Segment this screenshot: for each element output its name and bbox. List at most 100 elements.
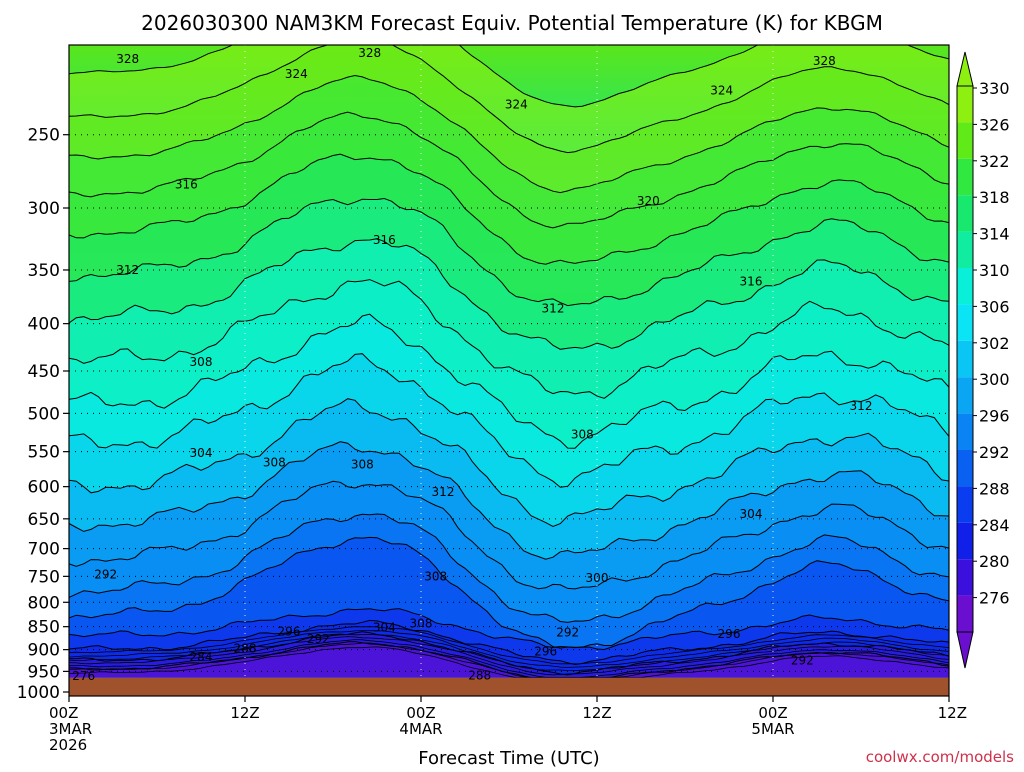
contour-line: [69, 626, 949, 665]
contour-lines: [69, 45, 949, 679]
contour-label: 316: [740, 274, 763, 288]
contour-label: 292: [94, 568, 117, 582]
y-tick-label: 800: [28, 593, 60, 613]
y-tick-label: 300: [28, 199, 60, 219]
colorbar-segment: [957, 86, 973, 123]
contour-label: 324: [505, 98, 528, 112]
contour-labels: 328 328 328 324 324 324 320 316 316 316 312 312 312 3…: [72, 46, 872, 683]
contour-label: 308: [263, 455, 286, 469]
colorbar-label: 280: [979, 552, 1010, 571]
colorbar-label: 292: [979, 443, 1010, 462]
contour-line: [69, 238, 949, 350]
contour-label: 304: [373, 621, 396, 635]
y-tick-label: 350: [28, 261, 60, 281]
colorbar-label: 284: [979, 516, 1010, 535]
ground-terrain: [69, 677, 949, 696]
contour-line: [69, 279, 949, 399]
contour-line: [69, 619, 949, 666]
contour-line: [69, 398, 949, 528]
contour-label: 324: [285, 67, 308, 81]
contour-label: 316: [175, 178, 198, 192]
colorbar-segment: [957, 268, 973, 305]
contour-label: 312: [432, 485, 455, 499]
contour-label: 308: [351, 458, 374, 472]
colorbar-segment: [957, 304, 973, 341]
contour-label: 296: [278, 624, 301, 638]
y-tick-label: 1000: [17, 683, 60, 703]
colorbar-segment: [957, 559, 973, 596]
contour-line: [69, 45, 949, 154]
colorbar-segment: [957, 450, 973, 487]
contour-line: [69, 480, 949, 590]
colorbar-label: 326: [979, 115, 1010, 134]
contour-line: [69, 197, 949, 307]
contour-line: [69, 633, 949, 672]
contour-label: 316: [373, 233, 396, 247]
colorbar-label: 318: [979, 188, 1010, 207]
contour-label: 328: [116, 52, 139, 66]
colorbar-label: 300: [979, 370, 1010, 389]
contour-line: [69, 608, 949, 651]
contour-line: [69, 111, 949, 229]
contour-line: [69, 639, 949, 679]
contour-label: 324: [710, 84, 733, 98]
colorbar-segment: [957, 158, 973, 196]
contour-line: [69, 646, 949, 679]
contour-label: 292: [791, 654, 814, 668]
colorbar-min-arrow: [956, 631, 974, 669]
x-tick-label: 2026: [49, 736, 87, 754]
contour-label: 296: [534, 644, 557, 658]
contour-label: 308: [571, 427, 594, 441]
contour-label: 288: [468, 669, 491, 683]
x-axis-title: Forecast Time (UTC): [418, 748, 599, 768]
colorbar-label: 302: [979, 334, 1010, 353]
contour-label: 308: [410, 616, 433, 630]
x-tick-label: 00Z: [406, 704, 435, 722]
colorbar-label: 310: [979, 261, 1010, 280]
colorbar-segment: [957, 413, 973, 450]
y-tick-label: 400: [28, 315, 60, 335]
x-tick-label: 12Z: [230, 704, 259, 722]
contour-label: 300: [586, 571, 609, 585]
y-tick-label: 250: [28, 126, 60, 146]
contour-label: 276: [72, 669, 95, 683]
y-tick-label: 950: [28, 662, 60, 682]
colorbar-segment: [957, 340, 973, 378]
y-tick-label: 650: [28, 510, 60, 530]
contour-line: [69, 74, 949, 194]
x-tick-label: 3MAR: [49, 720, 92, 738]
contour-line: [69, 441, 949, 560]
colorbar-segment: [957, 595, 973, 632]
y-tick-label: 700: [28, 540, 60, 560]
dotted-grid: [69, 45, 949, 696]
contour-label: 308: [190, 355, 213, 369]
contour-label: 292: [556, 625, 579, 639]
colorbar-segment: [957, 377, 973, 414]
contour-line: [69, 536, 949, 649]
contour-line: [69, 636, 949, 676]
y-tick-label: 500: [28, 404, 60, 424]
colorbar-label: 330: [979, 79, 1010, 98]
credit-text: coolwx.com/models: [866, 748, 1014, 766]
colorbar-label: 276: [979, 589, 1010, 608]
contour-label: 284: [190, 650, 213, 664]
y-tick-label: 600: [28, 478, 60, 498]
colorbar-segment: [957, 231, 973, 268]
colorbar-segment: [957, 122, 973, 159]
contour-label: 320: [637, 194, 660, 208]
plot-area: 328 328 328 324 324 324 320 316 316 316 312 312 312 3…: [69, 45, 949, 696]
colorbar-segment: [957, 195, 973, 232]
contour-line: [69, 45, 949, 108]
contour-label: 304: [190, 446, 213, 460]
contour-line: [69, 513, 949, 623]
contour-label: 308: [424, 569, 447, 583]
chart-title: 2026030300 NAM3KM Forecast Equiv. Potent…: [141, 11, 883, 35]
y-tick-label: 850: [28, 618, 60, 638]
contour-line: [69, 313, 949, 449]
contour-label: 328: [813, 54, 836, 68]
x-tick-label: 12Z: [938, 704, 967, 722]
colorbar-segment: [957, 522, 973, 560]
